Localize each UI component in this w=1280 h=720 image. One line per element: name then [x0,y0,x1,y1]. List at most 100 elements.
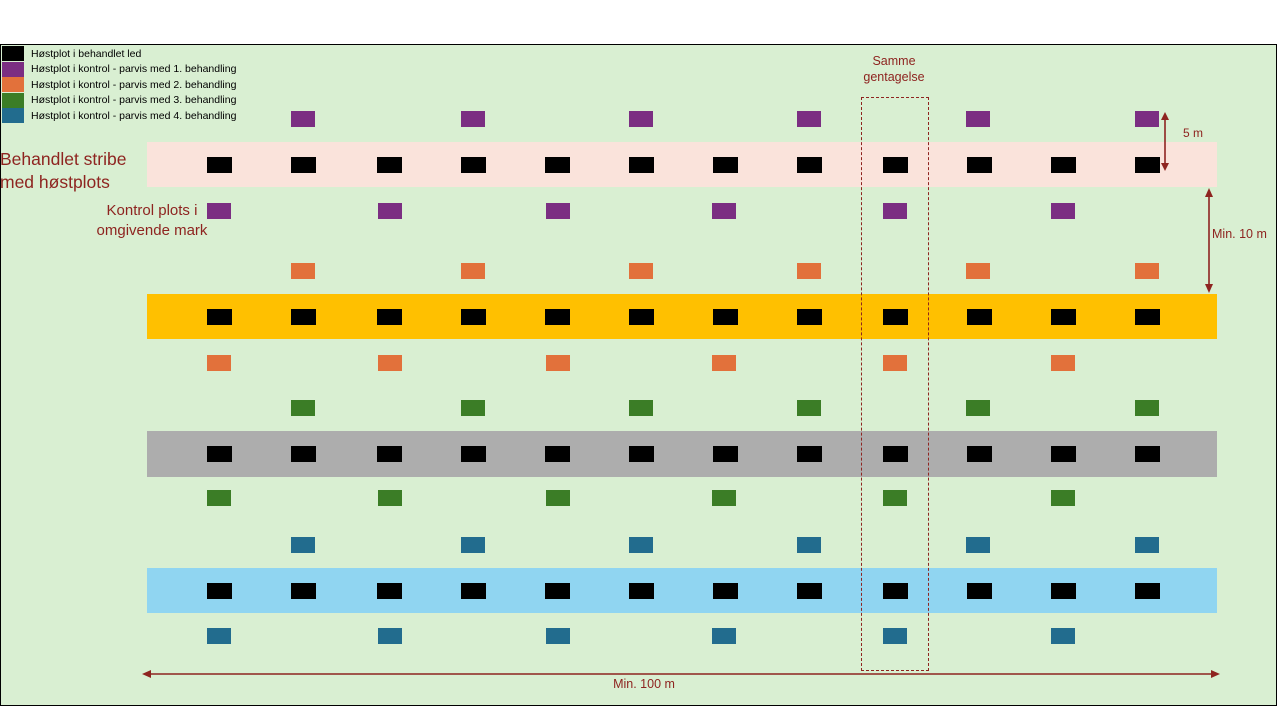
legend-label: Høstplot i behandlet led [31,47,142,60]
same-replicate-label-line2: gentagelse [863,70,925,84]
harvest-plot [291,446,316,462]
harvest-plot [1135,157,1160,173]
legend-label: Høstplot i kontrol - parvis med 1. behan… [31,63,237,76]
harvest-plot [461,309,486,325]
dimension-label-10m: Min. 10 m [1212,227,1267,241]
harvest-plot [629,157,654,173]
legend-swatch-black [2,46,24,62]
harvest-plot [1135,583,1160,599]
control-plot [883,355,907,371]
dimension-label-100m: Min. 100 m [613,677,675,691]
control-plot [546,628,570,644]
legend-item: Høstplot i kontrol - parvis med 4. behan… [2,108,236,124]
treated-strip-4-blue [147,568,1217,613]
control-plot [207,203,231,219]
harvest-plot [207,157,232,173]
legend-swatch-green [2,92,24,108]
harvest-plot [797,583,822,599]
control-plot [461,263,485,279]
harvest-plot [713,583,738,599]
control-plots-label-line1: Kontrol plots i [106,202,198,219]
control-plot [712,355,736,371]
control-plot [629,400,653,416]
control-plot [1051,628,1075,644]
legend-swatch-orange [2,77,24,93]
harvest-plot [967,309,992,325]
control-plots-label-line2: omgivende mark [96,221,208,239]
treated-strip-2-amber [147,294,1217,339]
control-plot [291,537,315,553]
control-plot [461,111,485,127]
control-plot [291,111,315,127]
legend-label: Høstplot i kontrol - parvis med 2. behan… [31,78,237,91]
control-plot [797,537,821,553]
legend-item: Høstplot i behandlet led [2,46,236,62]
legend: Høstplot i behandlet led Høstplot i kont… [2,46,236,124]
control-plot [797,111,821,127]
dimension-label-5m: 5 m [1183,126,1204,140]
harvest-plot [461,583,486,599]
control-plot [1051,355,1075,371]
harvest-plot [1051,309,1076,325]
harvest-plot [1051,446,1076,462]
treated-strip-label-line1: Behandlet stribe [0,149,127,169]
control-plot [966,400,990,416]
harvest-plot [207,583,232,599]
harvest-plot [883,157,908,173]
harvest-plot [291,157,316,173]
control-plot [461,400,485,416]
legend-item: Høstplot i kontrol - parvis med 3. behan… [2,92,237,109]
harvest-plot [713,157,738,173]
harvest-plot [545,157,570,173]
control-plot [1135,537,1159,553]
control-plot [1051,490,1075,506]
control-plot [966,537,990,553]
harvest-plot [1051,157,1076,173]
control-plot [797,400,821,416]
harvest-plot [207,446,232,462]
control-plot [378,203,402,219]
harvest-plot [883,446,908,462]
harvest-plot [797,309,822,325]
legend-swatch-blue [2,108,24,124]
control-plot [883,490,907,506]
harvest-plot [629,446,654,462]
harvest-plot [629,309,654,325]
legend-item: Høstplot i kontrol - parvis med 1. behan… [2,61,237,78]
harvest-plot [207,309,232,325]
harvest-plot [1135,446,1160,462]
legend-label: Høstplot i kontrol - parvis med 4. behan… [31,109,237,122]
legend-swatch-purple [2,61,24,77]
harvest-plot [967,446,992,462]
control-plot [1135,263,1159,279]
harvest-plot [545,309,570,325]
harvest-plot [545,446,570,462]
harvest-plot [797,157,822,173]
harvest-plot [967,157,992,173]
control-plot [629,263,653,279]
harvest-plot [1135,309,1160,325]
harvest-plot [545,583,570,599]
harvest-plot [713,446,738,462]
control-plot [291,263,315,279]
harvest-plot [967,583,992,599]
harvest-plot [461,446,486,462]
harvest-plot [629,583,654,599]
control-plot [883,203,907,219]
control-plot [207,628,231,644]
control-plot [546,355,570,371]
control-plot [1135,111,1159,127]
legend-label: Høstplot i kontrol - parvis med 3. behan… [31,94,237,107]
harvest-plot [461,157,486,173]
control-plot [712,490,736,506]
harvest-plot [883,583,908,599]
harvest-plot [713,309,738,325]
harvest-plot [377,157,402,173]
control-plot [207,355,231,371]
control-plot [966,263,990,279]
control-plot [712,628,736,644]
same-replicate-label: Samme gentagelse [846,53,942,85]
harvest-plot [377,583,402,599]
control-plot [378,355,402,371]
